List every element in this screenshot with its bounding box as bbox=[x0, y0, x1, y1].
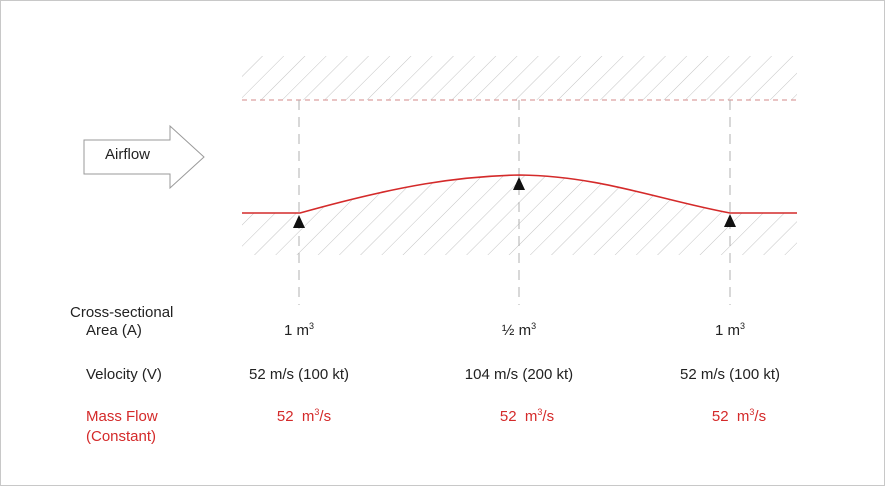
velocity-row-label: Velocity (V) bbox=[86, 366, 162, 383]
station-marker-1 bbox=[293, 215, 305, 228]
station-1-mass-flow: 52 m3/s bbox=[276, 407, 332, 426]
airflow-arrow bbox=[83, 124, 205, 190]
station-1-velocity: 52 m/s (100 kt) bbox=[248, 366, 350, 383]
station-marker-2 bbox=[513, 177, 525, 190]
station-3-area: 1 m3 bbox=[714, 321, 746, 340]
station-marker-3 bbox=[724, 214, 736, 227]
station-guides bbox=[298, 100, 731, 305]
station-3-mass-flow: 52 m3/s bbox=[711, 407, 767, 426]
mass-flow-row-label-line1: Mass Flow bbox=[86, 408, 158, 425]
airflow-label: Airflow bbox=[105, 146, 151, 163]
station-3-velocity: 52 m/s (100 kt) bbox=[679, 366, 781, 383]
area-row-label-line2: Area (A) bbox=[86, 322, 142, 339]
area-row-label-line1: Cross-sectional bbox=[70, 304, 174, 321]
station-2-mass-flow: 52 m3/s bbox=[499, 407, 555, 426]
station-2-area: ½ m3 bbox=[501, 321, 537, 340]
mass-flow-row-label-line2: (Constant) bbox=[86, 428, 157, 445]
upper-wall bbox=[242, 56, 797, 101]
station-2-velocity: 104 m/s (200 kt) bbox=[464, 366, 574, 383]
airfoil-profile-line bbox=[242, 174, 797, 214]
station-1-area: 1 m3 bbox=[283, 321, 315, 340]
